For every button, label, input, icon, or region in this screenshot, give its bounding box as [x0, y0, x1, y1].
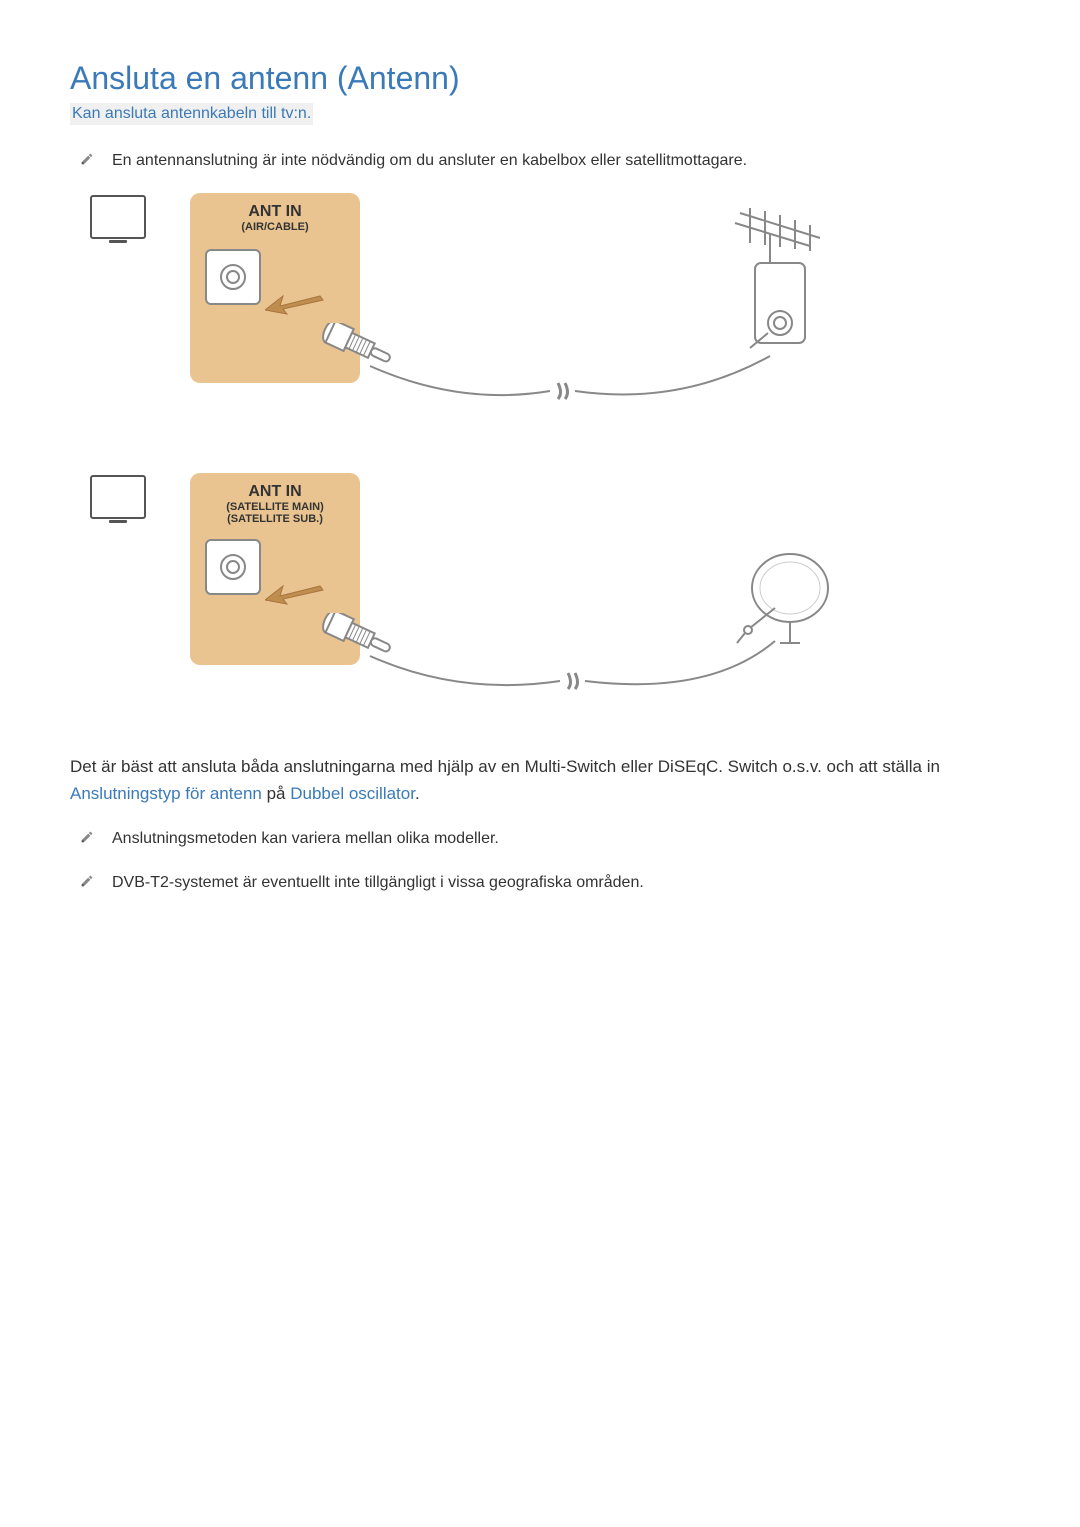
note-row-2: Anslutningsmetoden kan variera mellan ol…: [70, 827, 1010, 851]
note-row-1: En antennanslutning är inte nödvändig om…: [70, 149, 1010, 173]
body-paragraph: Det är bäst att ansluta båda anslutninga…: [70, 753, 1010, 807]
pencil-icon: [80, 830, 94, 844]
pencil-icon: [80, 152, 94, 166]
port-circle-2: [220, 554, 246, 580]
satellite-dish-icon: [735, 543, 835, 653]
note-row-3: DVB-T2-systemet är eventuellt inte tillg…: [70, 871, 1010, 895]
note-text-3: DVB-T2-systemet är eventuellt inte tillg…: [112, 871, 644, 895]
page-title: Ansluta en antenn (Antenn): [70, 60, 1010, 97]
diagram-satellite: ANT IN (SATELLITE MAIN) (SATELLITE SUB.): [90, 473, 830, 693]
cable-path-2: [360, 631, 780, 711]
port-panel-1: [205, 249, 261, 305]
tv-icon-2: [90, 475, 146, 519]
tv-icon: [90, 195, 146, 239]
arrow-icon-1: [265, 288, 325, 318]
port-panel-2: [205, 539, 261, 595]
diagram-air-cable: ANT IN (AIR/CABLE): [90, 193, 830, 413]
label-sub-1: (AIR/CABLE): [204, 221, 346, 233]
port-circle-1: [220, 264, 246, 290]
body-text-part3: .: [415, 784, 420, 803]
arrow-icon-2: [265, 578, 325, 608]
label-title-1: ANT IN: [204, 203, 346, 221]
label-sub-2a: (SATELLITE MAIN): [204, 501, 346, 513]
label-title-2: ANT IN: [204, 483, 346, 501]
link-dual-oscillator[interactable]: Dubbel oscillator: [290, 784, 415, 803]
diagram-container: ANT IN (AIR/CABLE): [70, 193, 1010, 693]
link-connection-type[interactable]: Anslutningstyp för antenn: [70, 784, 262, 803]
antenna-icon: [710, 198, 830, 358]
body-text-part2: på: [262, 784, 290, 803]
note-text-2: Anslutningsmetoden kan variera mellan ol…: [112, 827, 499, 851]
body-text-part1: Det är bäst att ansluta båda anslutninga…: [70, 757, 940, 776]
pencil-icon: [80, 874, 94, 888]
note-text-1: En antennanslutning är inte nödvändig om…: [112, 149, 747, 173]
label-sub-2b: (SATELLITE SUB.): [204, 513, 346, 525]
page-subtitle: Kan ansluta antennkabeln till tv:n.: [70, 103, 313, 125]
